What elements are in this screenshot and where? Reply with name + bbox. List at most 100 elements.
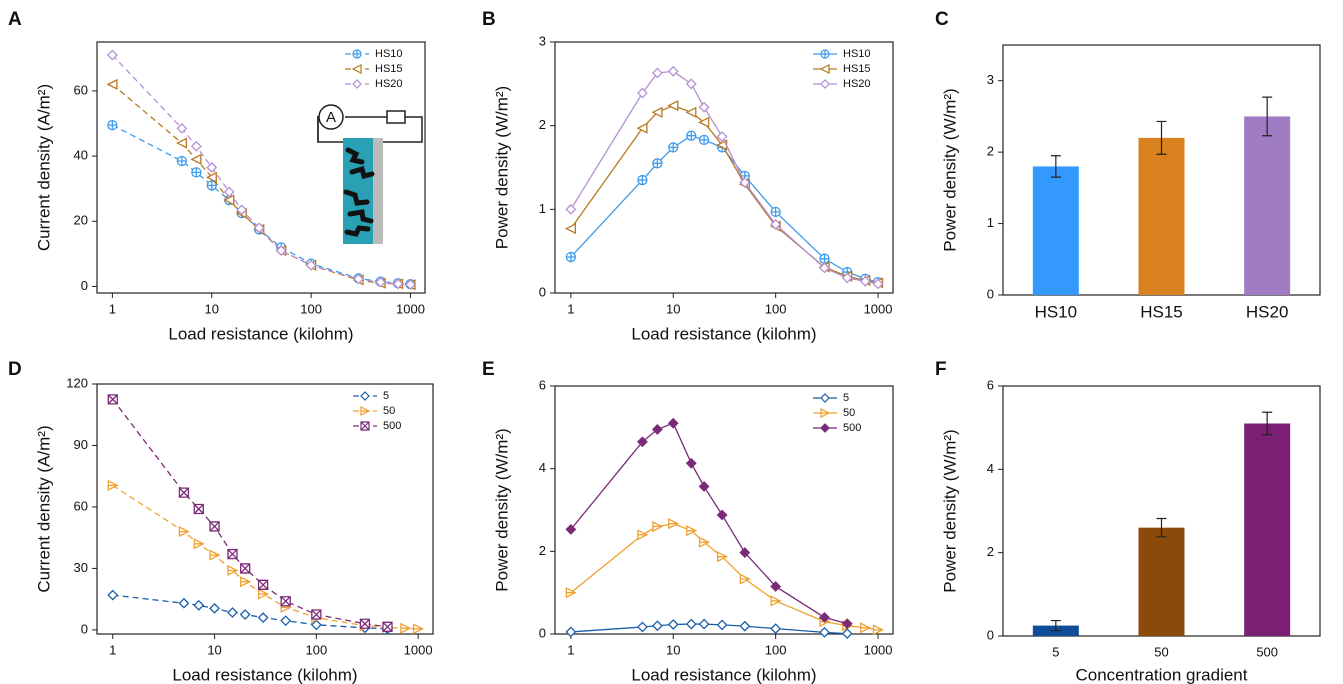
x-tick-label: 1 — [567, 301, 574, 316]
data-point — [193, 503, 204, 515]
y-axis-label: Current density (A/m²) — [34, 425, 53, 592]
x-tick-label: 100 — [305, 642, 327, 657]
y-tick-label: 6 — [987, 377, 994, 392]
panel-letter: C — [935, 9, 949, 30]
y-tick-label: 60 — [74, 498, 88, 513]
data-point — [872, 278, 884, 290]
data-point — [280, 596, 291, 607]
series-line — [570, 70, 879, 285]
y-tick-label: 120 — [66, 375, 88, 390]
data-point — [872, 624, 884, 636]
data-point — [770, 206, 781, 217]
data-point — [405, 279, 416, 290]
data-point — [685, 106, 697, 118]
legend-label: 5 — [843, 392, 849, 404]
series-line — [570, 104, 879, 284]
data-point — [668, 518, 680, 530]
data-point — [651, 67, 663, 79]
legend-marker — [360, 421, 370, 431]
data-point — [257, 612, 269, 624]
x-tick-label: HS10 — [1035, 302, 1078, 321]
data-point — [178, 525, 190, 538]
data-point — [206, 180, 217, 191]
y-tick-label: 0 — [81, 621, 88, 636]
series-line — [570, 134, 879, 283]
panel-letter: A — [8, 9, 22, 30]
y-axis-label: Current density (A/m²) — [34, 84, 53, 251]
legend-label: 50 — [843, 407, 855, 419]
data-point — [685, 78, 697, 90]
data-point — [698, 134, 710, 146]
x-tick-label: 1 — [109, 642, 116, 657]
legend-label: 5 — [383, 390, 389, 402]
data-point — [190, 140, 202, 152]
y-tick-label: 3 — [539, 33, 546, 48]
bar — [1032, 166, 1079, 295]
legend-marker — [351, 64, 362, 74]
data-point — [107, 119, 118, 131]
data-point — [280, 615, 292, 627]
series-line — [570, 522, 879, 631]
legend-marker — [820, 49, 830, 59]
panel-letter: D — [8, 359, 22, 380]
legend-label: 50 — [383, 405, 395, 417]
data-point — [637, 174, 648, 186]
y-tick-label: 0 — [539, 284, 546, 299]
legend-label: 500 — [383, 420, 401, 432]
data-point — [106, 78, 118, 90]
data-point — [668, 142, 679, 153]
x-tick-label: 50 — [1154, 644, 1168, 659]
membrane-edge — [373, 138, 383, 244]
data-point — [565, 587, 577, 599]
data-point — [209, 602, 220, 614]
data-point — [253, 222, 265, 234]
legend-label: HS15 — [375, 63, 403, 75]
data-point — [686, 130, 697, 141]
x-tick-label: 10 — [205, 301, 219, 316]
series-line — [112, 398, 388, 628]
data-point — [652, 520, 664, 533]
data-point — [240, 576, 252, 588]
data-point — [739, 177, 751, 188]
data-point — [698, 481, 710, 492]
legend-marker — [820, 393, 830, 403]
data-point — [564, 223, 577, 235]
y-tick-label: 4 — [539, 460, 546, 475]
x-tick-label: 100 — [300, 301, 322, 316]
data-point — [175, 137, 187, 149]
x-tick-label: HS20 — [1246, 302, 1289, 321]
data-point — [176, 155, 187, 167]
data-point — [223, 186, 235, 198]
y-tick-label: 4 — [987, 461, 994, 476]
data-point — [257, 588, 270, 600]
error-bar — [1262, 411, 1273, 436]
y-tick-label: 6 — [539, 377, 546, 392]
error-bar — [1050, 155, 1061, 178]
data-point — [637, 436, 648, 448]
data-point — [359, 618, 371, 629]
data-point — [565, 626, 577, 638]
data-point — [305, 259, 317, 271]
series-line — [112, 484, 419, 630]
y-axis-label: Power density (W/m²) — [492, 428, 511, 591]
data-point — [178, 597, 190, 609]
data-point — [257, 579, 269, 590]
plot-frame — [96, 41, 426, 294]
data-point — [209, 521, 220, 532]
data-point — [275, 245, 287, 257]
data-point — [698, 618, 710, 630]
panel-letter: E — [482, 359, 495, 380]
data-point — [819, 626, 830, 638]
x-tick-label: 500 — [1256, 644, 1278, 659]
data-point — [685, 457, 697, 469]
data-point — [206, 162, 218, 173]
x-tick-label: 1 — [567, 642, 574, 657]
data-point — [667, 619, 679, 630]
legend-marker — [360, 406, 371, 416]
x-tick-label: 100 — [765, 301, 787, 316]
x-axis-label: Load resistance (kilohm) — [168, 324, 353, 343]
data-point — [819, 253, 830, 264]
ammeter-label: A — [326, 109, 336, 126]
data-point — [223, 194, 235, 206]
